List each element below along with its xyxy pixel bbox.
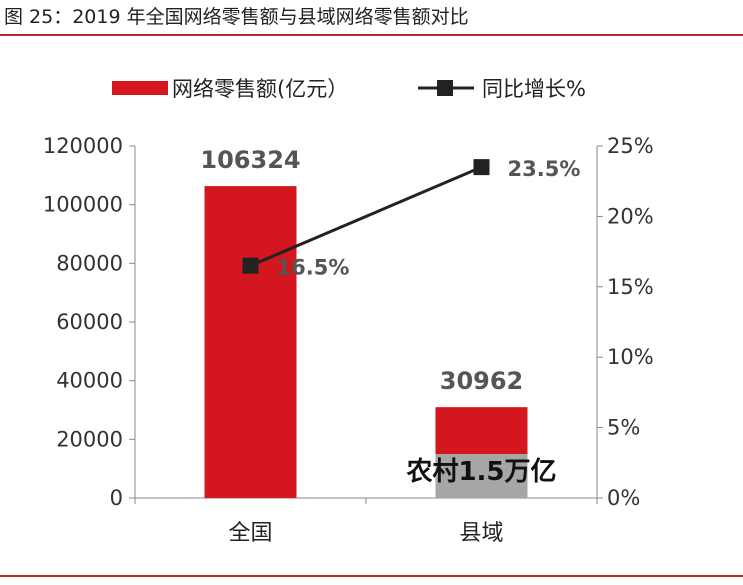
category-label: 全国 [228, 521, 272, 546]
left-tick-label: 100000 [43, 193, 123, 217]
data-labels: 106324 30962 农村1.5万亿 16.5% 23.5% [200, 146, 580, 487]
growth-point [242, 257, 259, 274]
right-tick-label: 15% [607, 275, 654, 299]
right-tick-label: 10% [607, 345, 654, 369]
left-tick-label: 0 [110, 486, 123, 510]
growth-line-path [249, 165, 483, 268]
right-tick-label: 0% [607, 486, 640, 510]
bars [204, 186, 528, 498]
figure-title: 图 25：2019 年全国网络零售额与县域网络零售额对比 [4, 6, 469, 28]
right-tick-label: 25% [607, 134, 654, 158]
growth-point [473, 159, 490, 176]
legend-bar-swatch [112, 81, 168, 95]
right-tick-label: 5% [607, 416, 640, 440]
bottom-rule [0, 575, 743, 577]
left-tick-label: 120000 [43, 134, 123, 158]
left-tick-label: 20000 [56, 427, 123, 451]
category-label: 县域 [459, 521, 503, 546]
sub-bar-rural [435, 454, 528, 498]
axes: 0 20000 40000 60000 80000 100000 120000 0% 5% 10%… [43, 134, 654, 546]
legend-bar-label: 网络零售额(亿元） [172, 77, 348, 101]
bar [204, 186, 297, 498]
growth-value-label: 23.5% [508, 157, 581, 181]
left-tick-label: 60000 [56, 310, 123, 334]
growth-value-label: 16.5% [277, 256, 350, 280]
sub-bar-label: 农村1.5万亿 [405, 457, 556, 487]
left-tick-label: 80000 [56, 251, 123, 275]
right-tick-label: 20% [607, 204, 654, 228]
legend: 网络零售额(亿元） 同比增长% [112, 77, 586, 101]
growth-line [242, 159, 490, 274]
title-rule [0, 34, 743, 36]
bar-value-label: 30962 [440, 367, 524, 395]
bar-value-label: 106324 [200, 146, 300, 174]
left-tick-label: 40000 [56, 369, 123, 393]
legend-line-label: 同比增长% [482, 77, 586, 101]
legend-line-marker [437, 80, 453, 96]
